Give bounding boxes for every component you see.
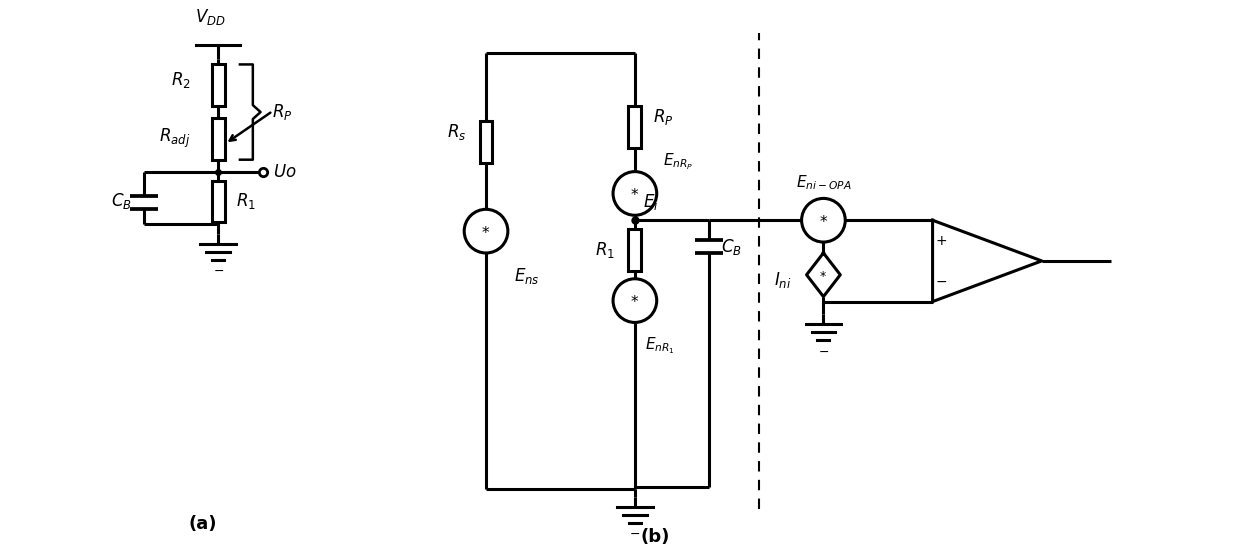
Text: $E_{ni-OPA}$: $E_{ni-OPA}$ [796,174,852,193]
Polygon shape [806,253,841,297]
Text: $R_s$: $R_s$ [446,122,466,142]
Text: $C_B$: $C_B$ [722,236,742,256]
Text: $R_1$: $R_1$ [236,192,255,211]
Text: $-$: $-$ [818,345,830,358]
Text: $-$: $-$ [630,528,640,540]
Text: $I_{ni}$: $I_{ni}$ [774,270,791,290]
Bar [629,106,641,148]
Text: $+$: $+$ [935,234,947,248]
Text: $C_B$: $C_B$ [110,191,131,211]
Text: $R_2$: $R_2$ [171,71,190,90]
Text: $Uo$: $Uo$ [273,162,296,181]
Text: $V_{DD}$: $V_{DD}$ [195,7,226,27]
Text: $*$: $*$ [820,268,827,281]
Text: $*$: $*$ [630,293,640,308]
Bar [212,118,224,160]
Text: $*$: $*$ [818,213,828,228]
Text: (b): (b) [640,528,670,546]
Text: $E_i$: $E_i$ [642,192,658,212]
Text: (a): (a) [188,515,217,533]
Bar [212,180,224,222]
Text: $E_{nR_1}$: $E_{nR_1}$ [645,335,675,356]
Text: $-$: $-$ [212,264,223,277]
Text: $R_P$: $R_P$ [652,107,673,127]
Bar [212,64,224,106]
Text: $-$: $-$ [935,274,947,288]
Text: $R_1$: $R_1$ [595,240,615,260]
Bar [480,121,492,162]
Text: $E_{nR_P}$: $E_{nR_P}$ [662,151,693,171]
Text: $R_P$: $R_P$ [273,102,293,122]
Text: $*$: $*$ [630,186,640,201]
Text: $*$: $*$ [481,223,491,239]
Bar [629,229,641,271]
Text: $E_{ns}$: $E_{ns}$ [513,266,539,286]
Text: $R_{adj}$: $R_{adj}$ [159,127,190,151]
